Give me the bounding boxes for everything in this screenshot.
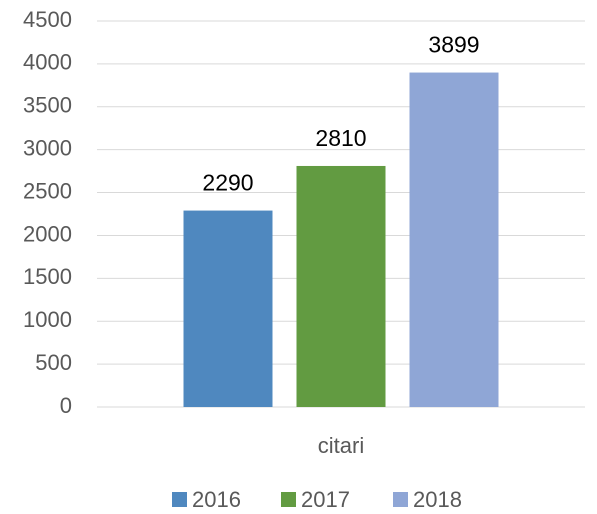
data-label: 3899 [428, 32, 479, 58]
legend-label: 2017 [301, 487, 350, 512]
y-tick-label: 3000 [23, 135, 72, 160]
legend-swatch [393, 492, 408, 507]
x-tick-label: citari [318, 433, 364, 458]
bar [409, 72, 499, 408]
bar [183, 210, 273, 407]
legend-swatch [172, 492, 187, 507]
y-tick-label: 3500 [23, 93, 72, 118]
y-tick-label: 2000 [23, 221, 72, 246]
legend-label: 2016 [192, 487, 241, 512]
y-tick-label: 1500 [23, 264, 72, 289]
bar [296, 165, 386, 407]
y-tick-label: 500 [35, 350, 72, 375]
y-tick-label: 2500 [23, 178, 72, 203]
y-tick-label: 1000 [23, 307, 72, 332]
data-label: 2290 [202, 170, 253, 196]
legend-swatch [281, 492, 296, 507]
y-tick-label: 4000 [23, 50, 72, 75]
data-label: 2810 [315, 125, 366, 151]
legend-label: 2018 [413, 487, 462, 512]
y-tick-label: 0 [60, 393, 72, 418]
y-tick-label: 4500 [23, 7, 72, 32]
